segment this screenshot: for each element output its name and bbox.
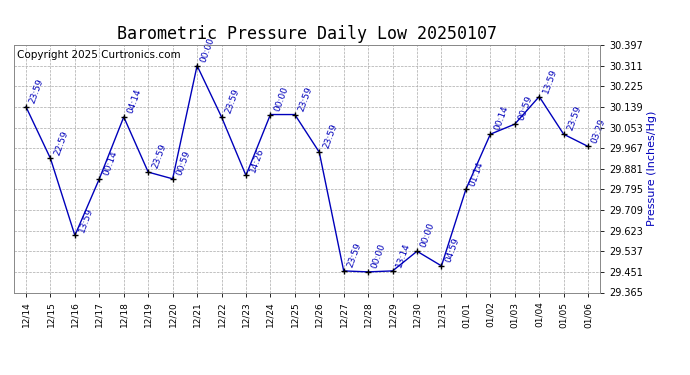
Text: 22:59: 22:59 (52, 129, 70, 156)
Text: 23:59: 23:59 (297, 85, 314, 112)
Text: 23:59: 23:59 (322, 123, 339, 150)
Text: Copyright 2025 Curtronics.com: Copyright 2025 Curtronics.com (17, 50, 180, 60)
Text: 00:14: 00:14 (493, 105, 510, 132)
Text: 23:59: 23:59 (346, 242, 363, 269)
Title: Barometric Pressure Daily Low 20250107: Barometric Pressure Daily Low 20250107 (117, 26, 497, 44)
Text: 23:59: 23:59 (150, 143, 168, 170)
Text: 04:59: 04:59 (444, 237, 461, 264)
Text: 23:59: 23:59 (28, 78, 46, 105)
Text: 13:14: 13:14 (395, 242, 412, 269)
Text: 13:59: 13:59 (541, 67, 559, 94)
Text: 13:59: 13:59 (77, 206, 95, 233)
Text: 00:59: 00:59 (175, 149, 192, 177)
Text: 23:59: 23:59 (566, 105, 583, 132)
Text: 04:14: 04:14 (126, 88, 143, 115)
Text: 00:00: 00:00 (273, 85, 290, 112)
Text: 03:29: 03:29 (590, 117, 607, 144)
Text: 00:59: 00:59 (517, 94, 534, 122)
Text: 00:00: 00:00 (419, 222, 436, 249)
Text: 00:00: 00:00 (371, 242, 388, 270)
Text: 14:26: 14:26 (248, 146, 265, 173)
Text: 01:14: 01:14 (468, 160, 485, 187)
Text: 00:14: 00:14 (101, 150, 119, 177)
Text: 23:59: 23:59 (224, 88, 241, 115)
Y-axis label: Pressure (Inches/Hg): Pressure (Inches/Hg) (647, 111, 658, 226)
Text: 00:00: 00:00 (199, 36, 217, 63)
